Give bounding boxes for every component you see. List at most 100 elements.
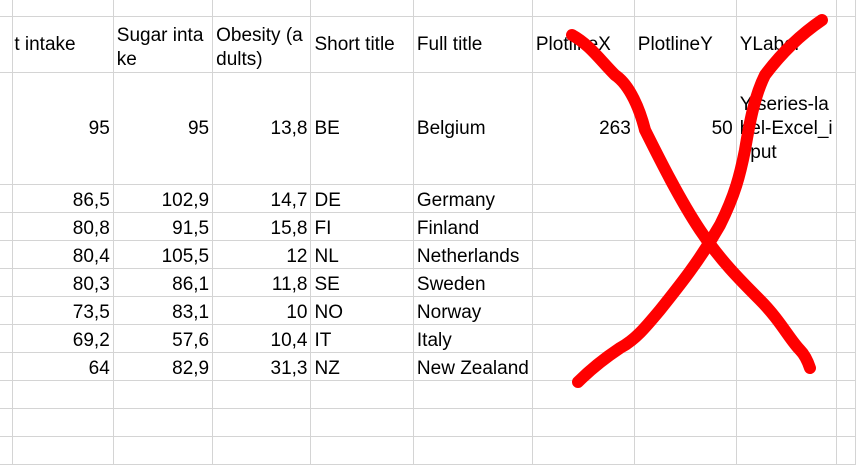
table-row: 80,4 105,5 12 NL Netherlands [0,240,856,269]
header-short-title[interactable]: Short title [310,16,414,73]
table-row: 80,8 91,5 15,8 FI Finland [0,212,856,241]
cell-ylabel[interactable] [735,184,838,213]
cell-plotx[interactable] [531,212,635,241]
cell-fat[interactable]: 80,8 [12,212,114,241]
cell-ploty[interactable] [633,408,737,437]
cell-full[interactable] [412,380,533,409]
cell-ylabel[interactable]: Y-series-label-Excel_input [735,72,838,185]
cell-ylabel[interactable] [735,408,838,437]
header-sugar-intake[interactable]: Sugar intake [112,16,214,73]
cell-sugar[interactable]: 82,9 [112,352,214,381]
cell-full[interactable]: Norway [412,296,533,325]
cell-obesity[interactable]: 11,8 [212,268,312,297]
cell-obesity[interactable]: 31,3 [212,352,312,381]
cell-ylabel[interactable] [735,380,838,409]
cell-sugar[interactable] [112,408,214,437]
cell-full[interactable]: New Zealand [412,352,533,381]
cell-fat[interactable]: 73,5 [12,296,114,325]
cell-fat[interactable]: 69,2 [12,324,114,353]
cell-ylabel[interactable] [735,324,838,353]
cell-ploty[interactable] [633,296,737,325]
cell-full[interactable]: Germany [412,184,533,213]
cell-ylabel[interactable] [735,436,838,465]
cell-obesity[interactable] [212,408,312,437]
cell-ploty[interactable] [633,212,737,241]
cell-plotline-x[interactable]: 263 [531,72,635,185]
cell-short[interactable]: BE [310,72,414,185]
cell-fat[interactable]: 86,5 [12,184,114,213]
cell-plotx[interactable] [531,380,635,409]
cell-plotx[interactable] [531,408,635,437]
cell-plotx[interactable] [531,240,635,269]
cell-ploty[interactable] [633,324,737,353]
cell-short[interactable]: DE [310,184,414,213]
cell-short[interactable]: IT [310,324,414,353]
cell-obesity[interactable]: 13,8 [212,72,312,185]
cell-obesity[interactable]: 15,8 [212,212,312,241]
cell-sugar[interactable] [112,436,214,465]
cell-sugar[interactable]: 102,9 [112,184,214,213]
cell-fat[interactable] [12,408,114,437]
cell-obesity[interactable]: 14,7 [212,184,312,213]
cell-short[interactable]: NZ [310,352,414,381]
cell-short[interactable]: SE [310,268,414,297]
cell-fat[interactable] [12,436,114,465]
cell-ploty[interactable] [633,184,737,213]
header-full-title[interactable]: Full title [412,16,533,73]
cell-full[interactable]: Sweden [412,268,533,297]
cell-ylabel[interactable] [735,296,838,325]
cell-short[interactable]: FI [310,212,414,241]
header-plotline-x[interactable]: PlotlineX [531,16,635,73]
cell-full[interactable]: Netherlands [412,240,533,269]
cell-short[interactable] [310,380,414,409]
cell-plotline-y[interactable]: 50 [633,72,737,185]
cell-obesity[interactable] [212,380,312,409]
cell-plotx[interactable] [531,184,635,213]
cell-full[interactable] [412,436,533,465]
header-ylabel[interactable]: YLabel [735,16,838,73]
header-obesity[interactable]: Obesity (adults) [212,16,312,73]
cell-ploty[interactable] [633,380,737,409]
cell-full[interactable]: Italy [412,324,533,353]
cell-sugar[interactable]: 91,5 [112,212,214,241]
cell-ylabel[interactable] [735,352,838,381]
header-plotline-y[interactable]: PlotlineY [633,16,737,73]
cell-plotx[interactable] [531,296,635,325]
cell-fat[interactable]: 80,4 [12,240,114,269]
cell-plotx[interactable] [531,352,635,381]
cell-short[interactable]: NO [310,296,414,325]
cell-full[interactable]: Finland [412,212,533,241]
cell-short[interactable] [310,408,414,437]
cell-short[interactable] [310,436,414,465]
cell-sugar[interactable] [112,380,214,409]
cell-full[interactable]: Belgium [412,72,533,185]
cell-fat[interactable]: 80,3 [12,268,114,297]
blank-row [0,0,856,17]
cell-plotx[interactable] [531,268,635,297]
cell-plotx[interactable] [531,436,635,465]
cell-plotx[interactable] [531,324,635,353]
cell-short[interactable]: NL [310,240,414,269]
cell-fat[interactable]: 64 [12,352,114,381]
cell-ylabel[interactable] [735,268,838,297]
cell-obesity[interactable]: 12 [212,240,312,269]
cell-sugar[interactable]: 95 [112,72,214,185]
cell-ploty[interactable] [633,352,737,381]
cell-full[interactable] [412,408,533,437]
cell-ploty[interactable] [633,268,737,297]
cell-sugar[interactable]: 83,1 [112,296,214,325]
cell-fat[interactable] [12,380,114,409]
header-fat-intake[interactable]: t intake [12,16,114,73]
cell-obesity[interactable]: 10 [212,296,312,325]
cell-sugar[interactable]: 57,6 [112,324,214,353]
cell-ylabel[interactable] [735,212,838,241]
cell-fat[interactable]: 95 [12,72,114,185]
cell-obesity[interactable]: 10,4 [212,324,312,353]
cell-ploty[interactable] [633,240,737,269]
cell-ylabel[interactable] [735,240,838,269]
cell-sugar[interactable]: 86,1 [112,268,214,297]
cell-sugar[interactable]: 105,5 [112,240,214,269]
cell-obesity[interactable] [212,436,312,465]
cell-ploty[interactable] [633,436,737,465]
